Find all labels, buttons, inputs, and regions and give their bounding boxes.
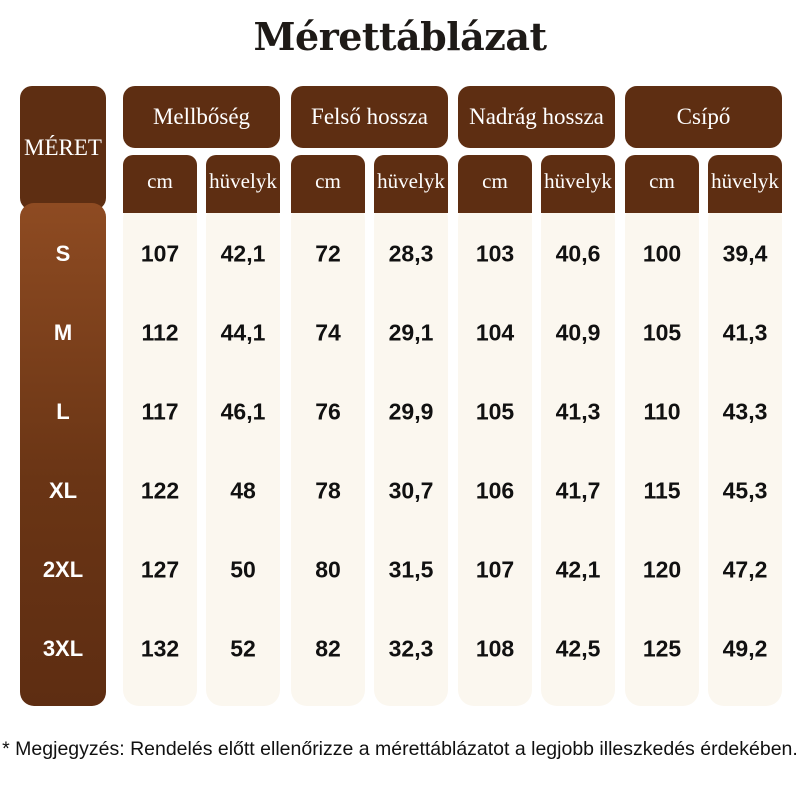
table-cell: 105 [642,319,682,346]
unit-header-cm: cm [458,155,532,213]
table-cell: 120 [642,556,682,583]
unit-header-inch: hüvelyk [541,155,615,213]
table-cell: 80 [315,556,341,583]
unit-header-inch: hüvelyk [708,155,782,213]
group-header: Felső hossza [291,86,448,148]
table-cell: 46,1 [220,398,266,425]
table-cell: 42,1 [555,556,601,583]
table-cell: 39,4 [722,240,768,267]
table-cell: 100 [642,240,682,267]
unit-header-inch: hüvelyk [374,155,448,213]
table-cell: 76 [315,398,341,425]
footnote: * Megjegyzés: Rendelés előtt ellenőrizze… [2,738,798,760]
table-cell: 32,3 [388,635,434,662]
column-background [458,203,532,706]
table-cell: 52 [230,635,256,662]
table-cell: 29,1 [388,319,434,346]
table-cell: 42,5 [555,635,601,662]
group-header: Mellbőség [123,86,280,148]
size-label: S [55,241,71,266]
table-cell: 47,2 [722,556,768,583]
size-label: XL [48,478,78,503]
column-background [374,203,448,706]
page-title: Mérettáblázat [253,14,547,59]
table-cell: 110 [643,398,681,425]
table-cell: 107 [140,240,180,267]
table-cell: 41,7 [555,477,601,504]
unit-header-cm: cm [291,155,365,213]
table-cell: 44,1 [220,319,266,346]
table-cell: 50 [230,556,256,583]
table-cell: 127 [140,556,180,583]
table-cell: 49,2 [722,635,768,662]
table-cell: 74 [315,319,341,346]
table-cell: 107 [475,556,515,583]
table-cell: 40,9 [555,319,601,346]
table-cell: 117 [141,398,179,425]
table-cell: 29,9 [388,398,434,425]
table-cell: 42,1 [220,240,266,267]
column-background [541,203,615,706]
table-cell: 112 [141,319,179,346]
column-background [291,203,365,706]
table-cell: 82 [315,635,341,662]
size-column-header: MÉRET [20,86,106,210]
group-header: Csípő [625,86,782,148]
table-cell: 105 [475,398,515,425]
unit-header-inch: hüvelyk [206,155,280,213]
unit-header-cm: cm [123,155,197,213]
size-column-background [20,203,106,706]
table-cell: 103 [475,240,515,267]
table-cell: 41,3 [722,319,768,346]
table-cell: 28,3 [388,240,434,267]
size-label: 2XL [42,557,84,582]
size-label: L [56,399,70,424]
column-background [206,203,280,706]
table-cell: 104 [475,319,515,346]
table-cell: 78 [315,477,341,504]
table-cell: 108 [475,635,515,662]
table-cell: 40,6 [555,240,601,267]
table-cell: 45,3 [722,477,768,504]
column-background [708,203,782,706]
unit-header-cm: cm [625,155,699,213]
table-cell: 43,3 [722,398,768,425]
table-cell: 48 [230,477,256,504]
table-cell: 115 [643,477,681,504]
table-cell: 122 [140,477,180,504]
size-label: 3XL [42,636,84,661]
size-label: M [53,320,73,345]
group-header: Nadrág hossza [458,86,615,148]
table-cell: 132 [140,635,180,662]
table-cell: 30,7 [388,477,434,504]
table-cell: 31,5 [388,556,434,583]
table-cell: 72 [315,240,341,267]
column-background [123,203,197,706]
table-cell: 41,3 [555,398,601,425]
column-background [625,203,699,706]
table-cell: 125 [642,635,682,662]
table-cell: 106 [475,477,515,504]
